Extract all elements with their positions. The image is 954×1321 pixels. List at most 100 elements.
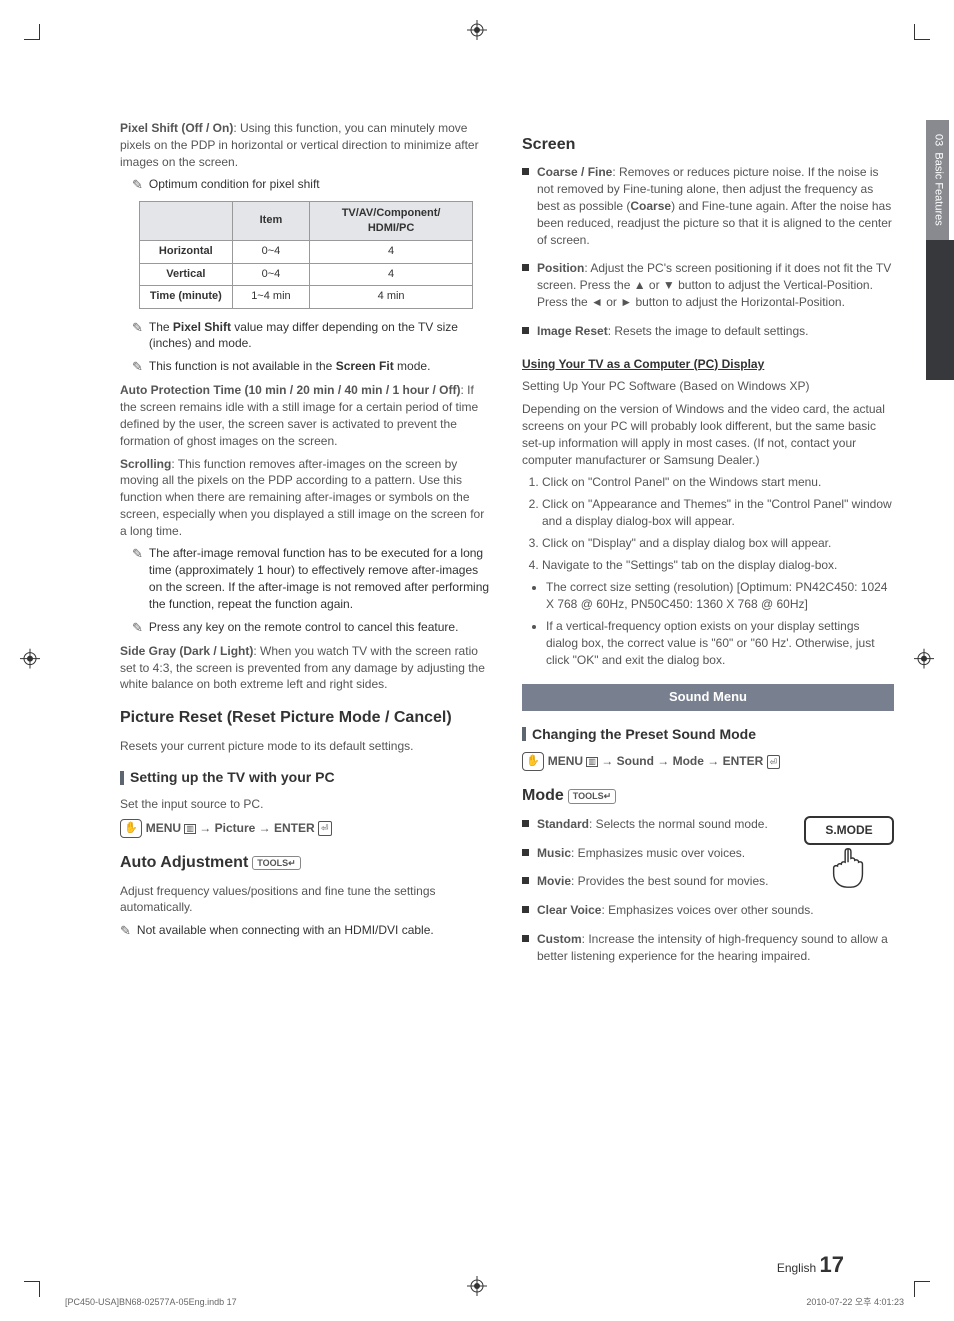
note-icon: ✎	[132, 319, 143, 353]
note-px-differ: ✎The Pixel Shift value may differ depend…	[132, 319, 492, 353]
smode-button: S.MODE	[804, 816, 894, 845]
page-number: 17	[820, 1252, 844, 1277]
row-time: Time (minute)	[139, 286, 232, 308]
page-lang: English	[777, 1261, 816, 1275]
auto-adjust-text: Adjust frequency values/positions and fi…	[120, 883, 492, 917]
right-column: Screen Coarse / Fine: Removes or reduces…	[522, 120, 894, 977]
square-icon	[522, 935, 529, 942]
pc-para1: Setting Up Your PC Software (Based on Wi…	[522, 378, 894, 395]
mode-movie: Movie: Provides the best sound for movie…	[537, 873, 768, 890]
side-gray-label: Side Gray (Dark / Light)	[120, 644, 253, 658]
enter-icon: ⏎	[767, 755, 781, 770]
dot-1: The correct size setting (resolution) [O…	[546, 579, 894, 613]
menu-path-picture: ✋MENU ▥ → Picture → ENTER ⏎	[120, 819, 492, 838]
note-press-key: ✎ Press any key on the remote control to …	[132, 619, 492, 637]
note-auto-adjust: ✎Not available when connecting with an H…	[120, 922, 492, 940]
pointing-hand-icon	[804, 843, 894, 891]
note-auto-adjust-text: Not available when connecting with an HD…	[137, 922, 434, 940]
bullet-coarse: Coarse / Fine: Removes or reduces pictur…	[522, 164, 894, 254]
note-icon: ✎	[132, 358, 143, 376]
h3-bar-icon	[522, 727, 526, 741]
dot-2: If a vertical-frequency option exists on…	[546, 618, 894, 668]
note-screenfit: ✎ This function is not available in the S…	[132, 358, 492, 376]
h3-bar-icon	[120, 771, 124, 785]
h2-mode: ModeTOOLS↵	[522, 785, 894, 807]
menu-box-icon: ▥	[184, 824, 196, 834]
square-icon	[522, 168, 529, 175]
note-px-differ-text: The Pixel Shift value may differ dependi…	[149, 319, 492, 353]
footer-file: [PC450-USA]BN68-02577A-05Eng.indb 17	[65, 1296, 237, 1309]
side-gray-para: Side Gray (Dark / Light): When you watch…	[120, 643, 492, 693]
th-tv: TV/AV/Component/ HDMI/PC	[309, 201, 473, 241]
h3-setting-pc: Setting up the TV with your PC	[120, 768, 492, 788]
h2-picture-reset: Picture Reset (Reset Picture Mode / Canc…	[120, 707, 492, 729]
note-icon: ✎	[132, 176, 143, 194]
note-after-image-text: The after-image removal function has to …	[149, 545, 492, 612]
scrolling-para: Scrolling: This function removes after-i…	[120, 456, 492, 540]
cell: 1~4 min	[233, 286, 310, 308]
mode-music: Music: Emphasizes music over voices.	[537, 845, 745, 862]
bullet-standard: Standard: Selects the normal sound mode.	[522, 816, 796, 839]
note-optimum-text: Optimum condition for pixel shift	[149, 176, 320, 194]
mode-clear-voice: Clear Voice: Emphasizes voices over othe…	[537, 902, 814, 919]
auto-protection-label: Auto Protection Time (10 min / 20 min / …	[120, 383, 461, 397]
row-vertical: Vertical	[139, 263, 232, 285]
side-tab: 03 Basic Features	[926, 120, 954, 380]
ul-pc-display: Using Your TV as a Computer (PC) Display	[522, 356, 894, 373]
note-icon: ✎	[132, 545, 143, 612]
square-icon	[522, 877, 529, 884]
step-4: Navigate to the "Settings" tab on the di…	[542, 557, 894, 574]
cell: 4 min	[309, 286, 473, 308]
crop-mark	[24, 1281, 40, 1297]
menu-path-sound: ✋MENU ▥ → Sound → Mode → ENTER ⏎	[522, 752, 894, 771]
pc-dots: The correct size setting (resolution) [O…	[522, 579, 894, 668]
note-after-image: ✎The after-image removal function has to…	[132, 545, 492, 612]
note-icon: ✎	[132, 619, 143, 637]
square-icon	[522, 820, 529, 827]
set-input-pc: Set the input source to PC.	[120, 796, 492, 813]
step-1: Click on "Control Panel" on the Windows …	[542, 474, 894, 491]
sound-menu-band: Sound Menu	[522, 684, 894, 710]
cell: 0~4	[233, 241, 310, 263]
picture-reset-text: Resets your current picture mode to its …	[120, 738, 492, 755]
h3-preset-sound: Changing the Preset Sound Mode	[522, 725, 894, 745]
tools-pill: TOOLS↵	[568, 789, 616, 804]
page-label: English 17	[777, 1250, 844, 1281]
bullet-custom: Custom: Increase the intensity of high-f…	[522, 931, 894, 971]
cell: 0~4	[233, 263, 310, 285]
bullet-music: Music: Emphasizes music over voices.	[522, 845, 796, 868]
h3-preset-sound-text: Changing the Preset Sound Mode	[532, 725, 756, 745]
registration-mark	[914, 648, 934, 673]
pc-steps: Click on "Control Panel" on the Windows …	[522, 474, 894, 573]
registration-mark	[467, 20, 487, 45]
square-icon	[522, 849, 529, 856]
h2-auto-adjustment: Auto AdjustmentTOOLS↵	[120, 852, 492, 874]
section-number: 03	[932, 134, 944, 146]
registration-mark	[467, 1276, 487, 1301]
crop-mark	[914, 24, 930, 40]
smode-graphic: S.MODE	[804, 816, 894, 891]
pc-para2: Depending on the version of Windows and …	[522, 401, 894, 468]
h2-screen: Screen	[522, 134, 894, 156]
th-blank	[139, 201, 232, 241]
bullet-image-reset: Image Reset: Resets the image to default…	[522, 323, 894, 346]
note-screenfit-text: This function is not available in the Sc…	[149, 358, 431, 376]
square-icon	[522, 906, 529, 913]
mode-custom: Custom: Increase the intensity of high-f…	[537, 931, 894, 965]
page-content: 03 Basic Features Pixel Shift (Off / On)…	[120, 120, 894, 1261]
mode-standard: Standard: Selects the normal sound mode.	[537, 816, 768, 833]
footer-timestamp: 2010-07-22 오후 4:01:23	[806, 1296, 904, 1309]
note-optimum: ✎ Optimum condition for pixel shift	[132, 176, 492, 194]
menu-box-icon: ▥	[586, 757, 598, 767]
coarse-para: Coarse / Fine: Removes or reduces pictur…	[537, 164, 894, 248]
bullet-movie: Movie: Provides the best sound for movie…	[522, 873, 796, 896]
square-icon	[522, 264, 529, 271]
row-horizontal: Horizontal	[139, 241, 232, 263]
cell: 4	[309, 263, 473, 285]
note-press-key-text: Press any key on the remote control to c…	[149, 619, 459, 637]
left-column: Pixel Shift (Off / On): Using this funct…	[120, 120, 492, 977]
registration-mark	[20, 648, 40, 673]
cell: 4	[309, 241, 473, 263]
pixel-shift-table: ItemTV/AV/Component/ HDMI/PC Horizontal0…	[139, 201, 474, 309]
enter-icon: ⏎	[318, 821, 332, 836]
